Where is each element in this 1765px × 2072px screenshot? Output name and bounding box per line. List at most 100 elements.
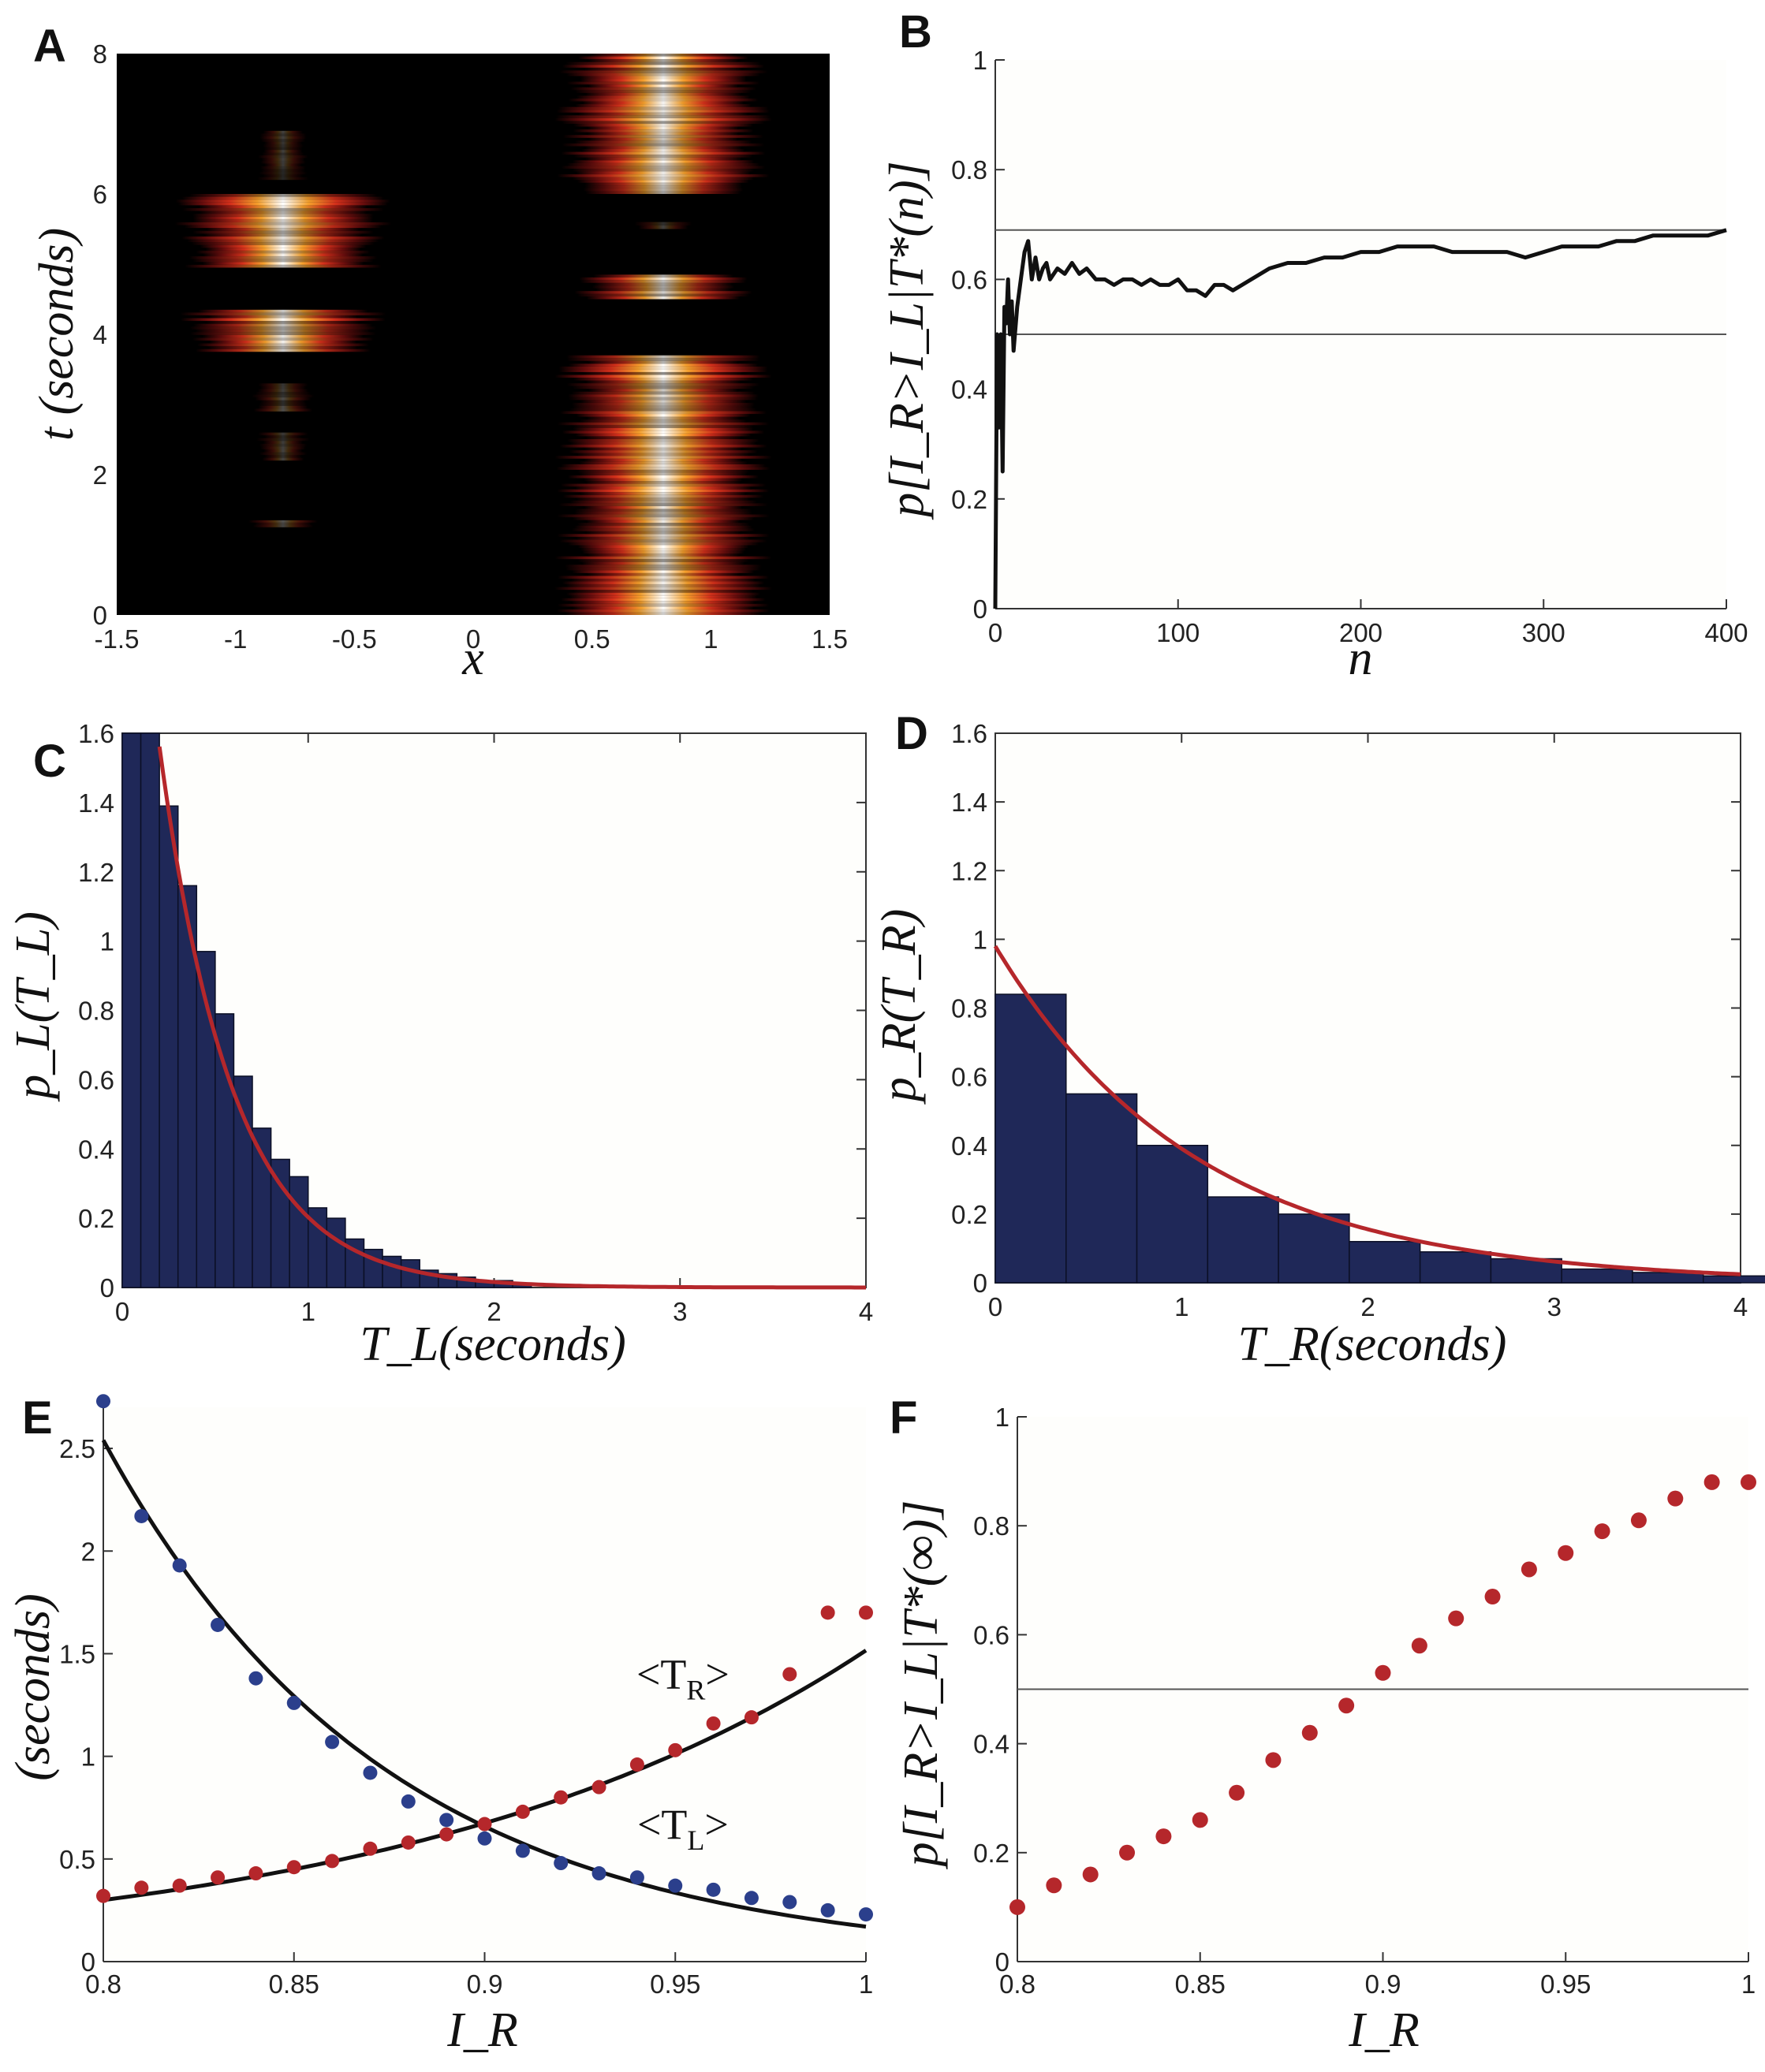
activity-strip (585, 481, 741, 484)
activity-strip (259, 443, 308, 447)
activity-strip (557, 110, 771, 113)
activity-strip (580, 492, 747, 495)
activity-strip (566, 73, 761, 76)
y-tick-label: 0 (973, 1269, 987, 1298)
activity-strip (557, 422, 770, 426)
x-tick-label: 0.9 (1365, 1970, 1401, 1999)
data-point-tl (820, 1902, 835, 1917)
data-point-tl (134, 1508, 149, 1523)
x-tick-label: 4 (1733, 1292, 1748, 1321)
activity-strip (558, 503, 768, 506)
activity-strip (577, 112, 749, 116)
activity-strip (574, 291, 752, 294)
activity-strip (565, 567, 762, 571)
activity-strip (205, 248, 361, 251)
activity-strip (263, 141, 302, 145)
data-point-tl (401, 1794, 416, 1809)
activity-strip (558, 576, 770, 579)
histogram-bar (215, 1013, 235, 1288)
activity-strip (562, 143, 765, 147)
activity-strip (181, 318, 386, 322)
y-tick-label: 0.4 (973, 1730, 1009, 1759)
data-point-tr (96, 1888, 110, 1903)
activity-strip (260, 446, 306, 449)
data-point-tr (706, 1716, 721, 1731)
activity-strip (562, 494, 764, 498)
activity-strip (561, 151, 766, 155)
activity-strip (554, 117, 772, 121)
series-label-tr: <TR> (636, 1651, 730, 1706)
activity-strip (567, 542, 759, 546)
activity-strip (199, 205, 368, 208)
activity-strip (254, 522, 312, 525)
activity-strip (259, 386, 307, 389)
activity-strip (638, 225, 688, 229)
activity-strip (558, 106, 769, 110)
activity-strip (175, 199, 390, 203)
data-point (1155, 1828, 1172, 1845)
activity-strip (557, 174, 770, 177)
activity-strip (576, 171, 751, 175)
activity-strip (578, 56, 749, 60)
activity-strip (572, 168, 755, 172)
x-tick-label: 2 (487, 1297, 501, 1326)
activity-strip (258, 383, 308, 386)
activity-strip (558, 366, 768, 370)
y-tick-label: 0.6 (951, 1063, 987, 1092)
histogram-bar (994, 993, 1067, 1284)
activity-strip (174, 222, 392, 225)
activity-strip (562, 581, 765, 585)
activity-strip (566, 358, 760, 361)
activity-strip (192, 216, 374, 220)
x-tick-label: 0.8 (85, 1970, 121, 1999)
data-point-tr (286, 1860, 301, 1875)
activity-strip (584, 478, 743, 482)
histogram-bar (233, 1075, 253, 1288)
activity-strip (584, 157, 742, 161)
panel-letter-f: F (890, 1392, 917, 1444)
activity-strip (572, 405, 755, 408)
y-tick-label: 0.8 (78, 997, 114, 1026)
panel-d-histogram: 0 1 2 3 4 0 0.2 0.4 0.6 0.8 1 1.2 1.4 1.6 T_R(seconds)… (872, 719, 1765, 1371)
activity-strip (257, 177, 309, 181)
activity-strip (554, 375, 772, 378)
data-point-tl (477, 1831, 492, 1846)
activity-strip (192, 259, 374, 263)
y-tick-label: 0 (93, 601, 107, 630)
exponential-fit-line (157, 746, 866, 1290)
activity-strip (586, 520, 741, 524)
activity-strip (192, 214, 374, 217)
x-tick-label: 3 (1547, 1292, 1562, 1321)
activity-strip (255, 397, 312, 401)
histogram-bar (270, 1158, 290, 1288)
x-axis-label: x (461, 632, 484, 685)
y-tick-label: 0.5 (59, 1845, 95, 1874)
activity-strip (262, 457, 304, 461)
activity-strip (263, 435, 302, 438)
activity-strip (262, 152, 304, 156)
y-tick-label: 0.2 (78, 1204, 114, 1233)
activity-strip (571, 528, 756, 531)
panel-letter-a: A (33, 20, 66, 72)
panel-b-line-chart: 0 100 200 300 400 0 0.2 0.4 0.6 0.8 1 n p[I_R>I_L|T*… (880, 46, 1748, 685)
data-point (1448, 1610, 1465, 1627)
activity-strip (573, 124, 753, 127)
x-tick-label: 0 (115, 1297, 129, 1326)
activity-strip (588, 84, 739, 88)
activity-strip (587, 553, 740, 557)
activity-strip (572, 606, 755, 609)
y-axis-label: (seconds) (6, 1593, 60, 1781)
y-tick-label: 1.4 (78, 788, 114, 818)
activity-strip (588, 360, 739, 364)
activity-strip (573, 590, 754, 593)
activity-strip (263, 150, 303, 153)
data-point-tl (248, 1671, 263, 1686)
activity-strip (569, 408, 757, 412)
data-point-tl (363, 1765, 378, 1780)
activity-strip (588, 126, 739, 130)
data-point-tl (782, 1895, 797, 1910)
y-tick-label: 0 (973, 594, 987, 624)
activity-strip (569, 450, 758, 453)
activity-strip (263, 449, 303, 453)
y-tick-label: 1.5 (59, 1639, 95, 1668)
